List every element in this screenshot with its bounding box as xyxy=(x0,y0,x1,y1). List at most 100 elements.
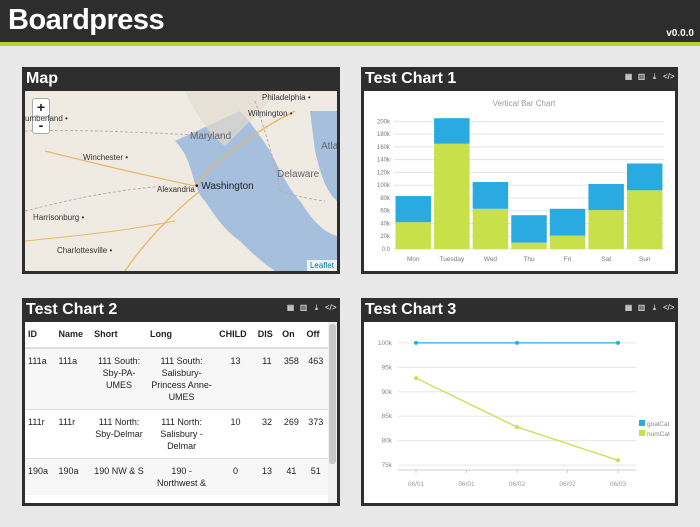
cell-off: 463 xyxy=(303,347,328,410)
bar-sun-s1 xyxy=(626,163,663,191)
code-icon[interactable]: </> xyxy=(325,303,337,312)
cell-off: 51 xyxy=(303,458,328,495)
y-tick-label: 75k xyxy=(382,462,393,469)
legend-swatch-goalCat xyxy=(639,420,645,426)
code-icon[interactable]: </> xyxy=(663,72,675,81)
cell-long: 111 North: Salisbury - Delmar xyxy=(147,409,217,459)
map-view[interactable]: + - Philadelphia • Wilmington • umberlan… xyxy=(25,91,337,271)
y-tick-label: 120k xyxy=(377,170,391,176)
zoom-in-button[interactable]: + xyxy=(36,99,46,115)
version-label: v0.0.0 xyxy=(666,28,694,39)
cell-id: 190a xyxy=(25,458,56,495)
cell-name: 190a xyxy=(55,458,92,495)
panel-toolbar: ▦ ▥ ⤓ </> xyxy=(286,303,337,312)
x-tick-label: Sat xyxy=(601,256,611,263)
series-line-numCat xyxy=(415,377,619,461)
cell-long: 111 South: Salisbury-Princess Anne-UMES xyxy=(147,347,217,410)
x-tick-label: 06/02 xyxy=(509,481,526,488)
bar-chart-icon[interactable]: ▥ xyxy=(637,72,646,81)
panel-toolbar: ▦ ▥ ⤓ </> xyxy=(624,303,675,312)
y-tick-label: 90k xyxy=(382,389,393,396)
brand-logo[interactable]: Boardpress xyxy=(8,4,165,36)
cell-off: 373 xyxy=(303,409,328,459)
cell-name: 111r xyxy=(55,409,92,459)
cell-dis: 11 xyxy=(254,347,280,410)
bar-tuesday-s1 xyxy=(434,118,470,144)
y-tick-label: 80k xyxy=(380,196,391,202)
bar-sat-s0 xyxy=(588,210,624,249)
leaflet-attribution[interactable]: Leaflet xyxy=(306,260,337,271)
data-point-goalCat xyxy=(515,340,519,345)
cell-short: 111 North: Sby-Delmar xyxy=(91,409,147,459)
cell-id: 111r xyxy=(25,409,56,459)
map-label-cumberland: umberland • xyxy=(25,114,68,123)
app-header: Boardpress v0.0.0 xyxy=(0,0,700,46)
panel-title: Test Chart 2 xyxy=(26,301,118,318)
table-row[interactable]: 111a 111a 111 South: Sby-PA-UMES 111 Sou… xyxy=(25,347,328,410)
panel-title: Map xyxy=(26,70,58,87)
panel-toolbar: ▦ ▥ ⤓ </> xyxy=(624,72,675,81)
map-label-harrisonburg: Harrisonburg • xyxy=(33,213,85,222)
bar-wed-s0 xyxy=(472,208,509,249)
cell-on: 358 xyxy=(279,347,304,410)
panel-title: Test Chart 1 xyxy=(365,70,457,87)
table-row[interactable]: 111r 111r 111 North: Sby-Delmar 111 Nort… xyxy=(25,409,328,459)
table-icon[interactable]: ▦ xyxy=(624,72,633,81)
download-icon[interactable]: ⤓ xyxy=(652,72,657,81)
map-tiles xyxy=(25,91,337,271)
bar-sun-s0 xyxy=(626,190,663,249)
data-point-numCat xyxy=(414,376,418,381)
table-row[interactable]: 190a 190a 190 NW & S 190 - Northwest & 0… xyxy=(25,458,328,495)
bar-thu-s1 xyxy=(511,215,547,243)
zoom-out-button[interactable]: - xyxy=(33,116,49,133)
cell-id: 111a xyxy=(25,347,56,410)
y-tick-label: 60k xyxy=(380,209,391,215)
data-point-goalCat xyxy=(414,340,418,345)
bar-chart-icon[interactable]: ▥ xyxy=(637,303,646,312)
col-name[interactable]: Name xyxy=(55,322,92,349)
col-long[interactable]: Long xyxy=(147,322,217,349)
cell-dis: 13 xyxy=(254,458,280,495)
y-tick-label: 160k xyxy=(377,145,391,151)
table-scrollbar[interactable] xyxy=(328,322,337,503)
cell-dis: 32 xyxy=(254,409,280,459)
bar-tuesday-s0 xyxy=(434,143,470,249)
col-dis[interactable]: DIS xyxy=(254,322,280,349)
data-point-goalCat xyxy=(616,340,620,345)
table-icon[interactable]: ▦ xyxy=(624,303,633,312)
code-icon[interactable]: </> xyxy=(663,303,675,312)
x-tick-label: 06/03 xyxy=(610,481,627,488)
y-tick-label: 200k xyxy=(377,119,391,125)
download-icon[interactable]: ⤓ xyxy=(652,303,657,312)
chart3-panel: Test Chart 3 ▦ ▥ ⤓ </> 75k 80k 85k 90k 95k 10… xyxy=(361,298,678,506)
y-tick-label: 85k xyxy=(382,413,393,420)
col-on[interactable]: On xyxy=(279,322,304,349)
col-id[interactable]: ID xyxy=(25,322,56,349)
scrollbar-thumb[interactable] xyxy=(329,324,336,464)
map-panel: Map + - Philadelphia • Wilmington • umbe… xyxy=(22,67,340,274)
col-child[interactable]: CHILD xyxy=(216,322,255,349)
bar-mon-s0 xyxy=(395,222,432,249)
chart2-panel: Test Chart 2 ▦ ▥ ⤓ </> ID Name Short Lon… xyxy=(22,298,340,506)
x-tick-label: Sun xyxy=(639,256,651,263)
map-label-atlantic: Atla xyxy=(321,141,337,152)
chart3-body: 75k 80k 85k 90k 95k 100k 06/01 06/01 06/02 06/02 0… xyxy=(364,322,675,503)
map-label-philadelphia: Philadelphia • xyxy=(262,93,311,102)
table-icon[interactable]: ▦ xyxy=(286,303,295,312)
map-label-maryland: Maryland xyxy=(190,131,232,142)
y-tick-label: 140k xyxy=(377,158,391,164)
cell-long: 190 - Northwest & xyxy=(147,458,217,495)
chart1-panel: Test Chart 1 ▦ ▥ ⤓ </> Vertical Bar Char… xyxy=(361,67,678,274)
col-off[interactable]: Off xyxy=(303,322,328,349)
col-short[interactable]: Short xyxy=(91,322,147,349)
cell-child: 10 xyxy=(216,409,255,459)
download-icon[interactable]: ⤓ xyxy=(314,303,319,312)
y-tick-label: 180k xyxy=(377,132,391,138)
bar-chart-icon[interactable]: ▥ xyxy=(299,303,308,312)
cell-on: 269 xyxy=(279,409,304,459)
data-table: ID Name Short Long CHILD DIS On Off 111a… xyxy=(25,322,328,495)
table-body: ID Name Short Long CHILD DIS On Off 111a… xyxy=(25,322,337,503)
panel-title: Test Chart 3 xyxy=(365,301,457,318)
chart1-body: Vertical Bar Chart 0.0 20k 40k 60k 80k 100k 120… xyxy=(364,91,675,271)
data-point-numCat xyxy=(515,424,519,429)
